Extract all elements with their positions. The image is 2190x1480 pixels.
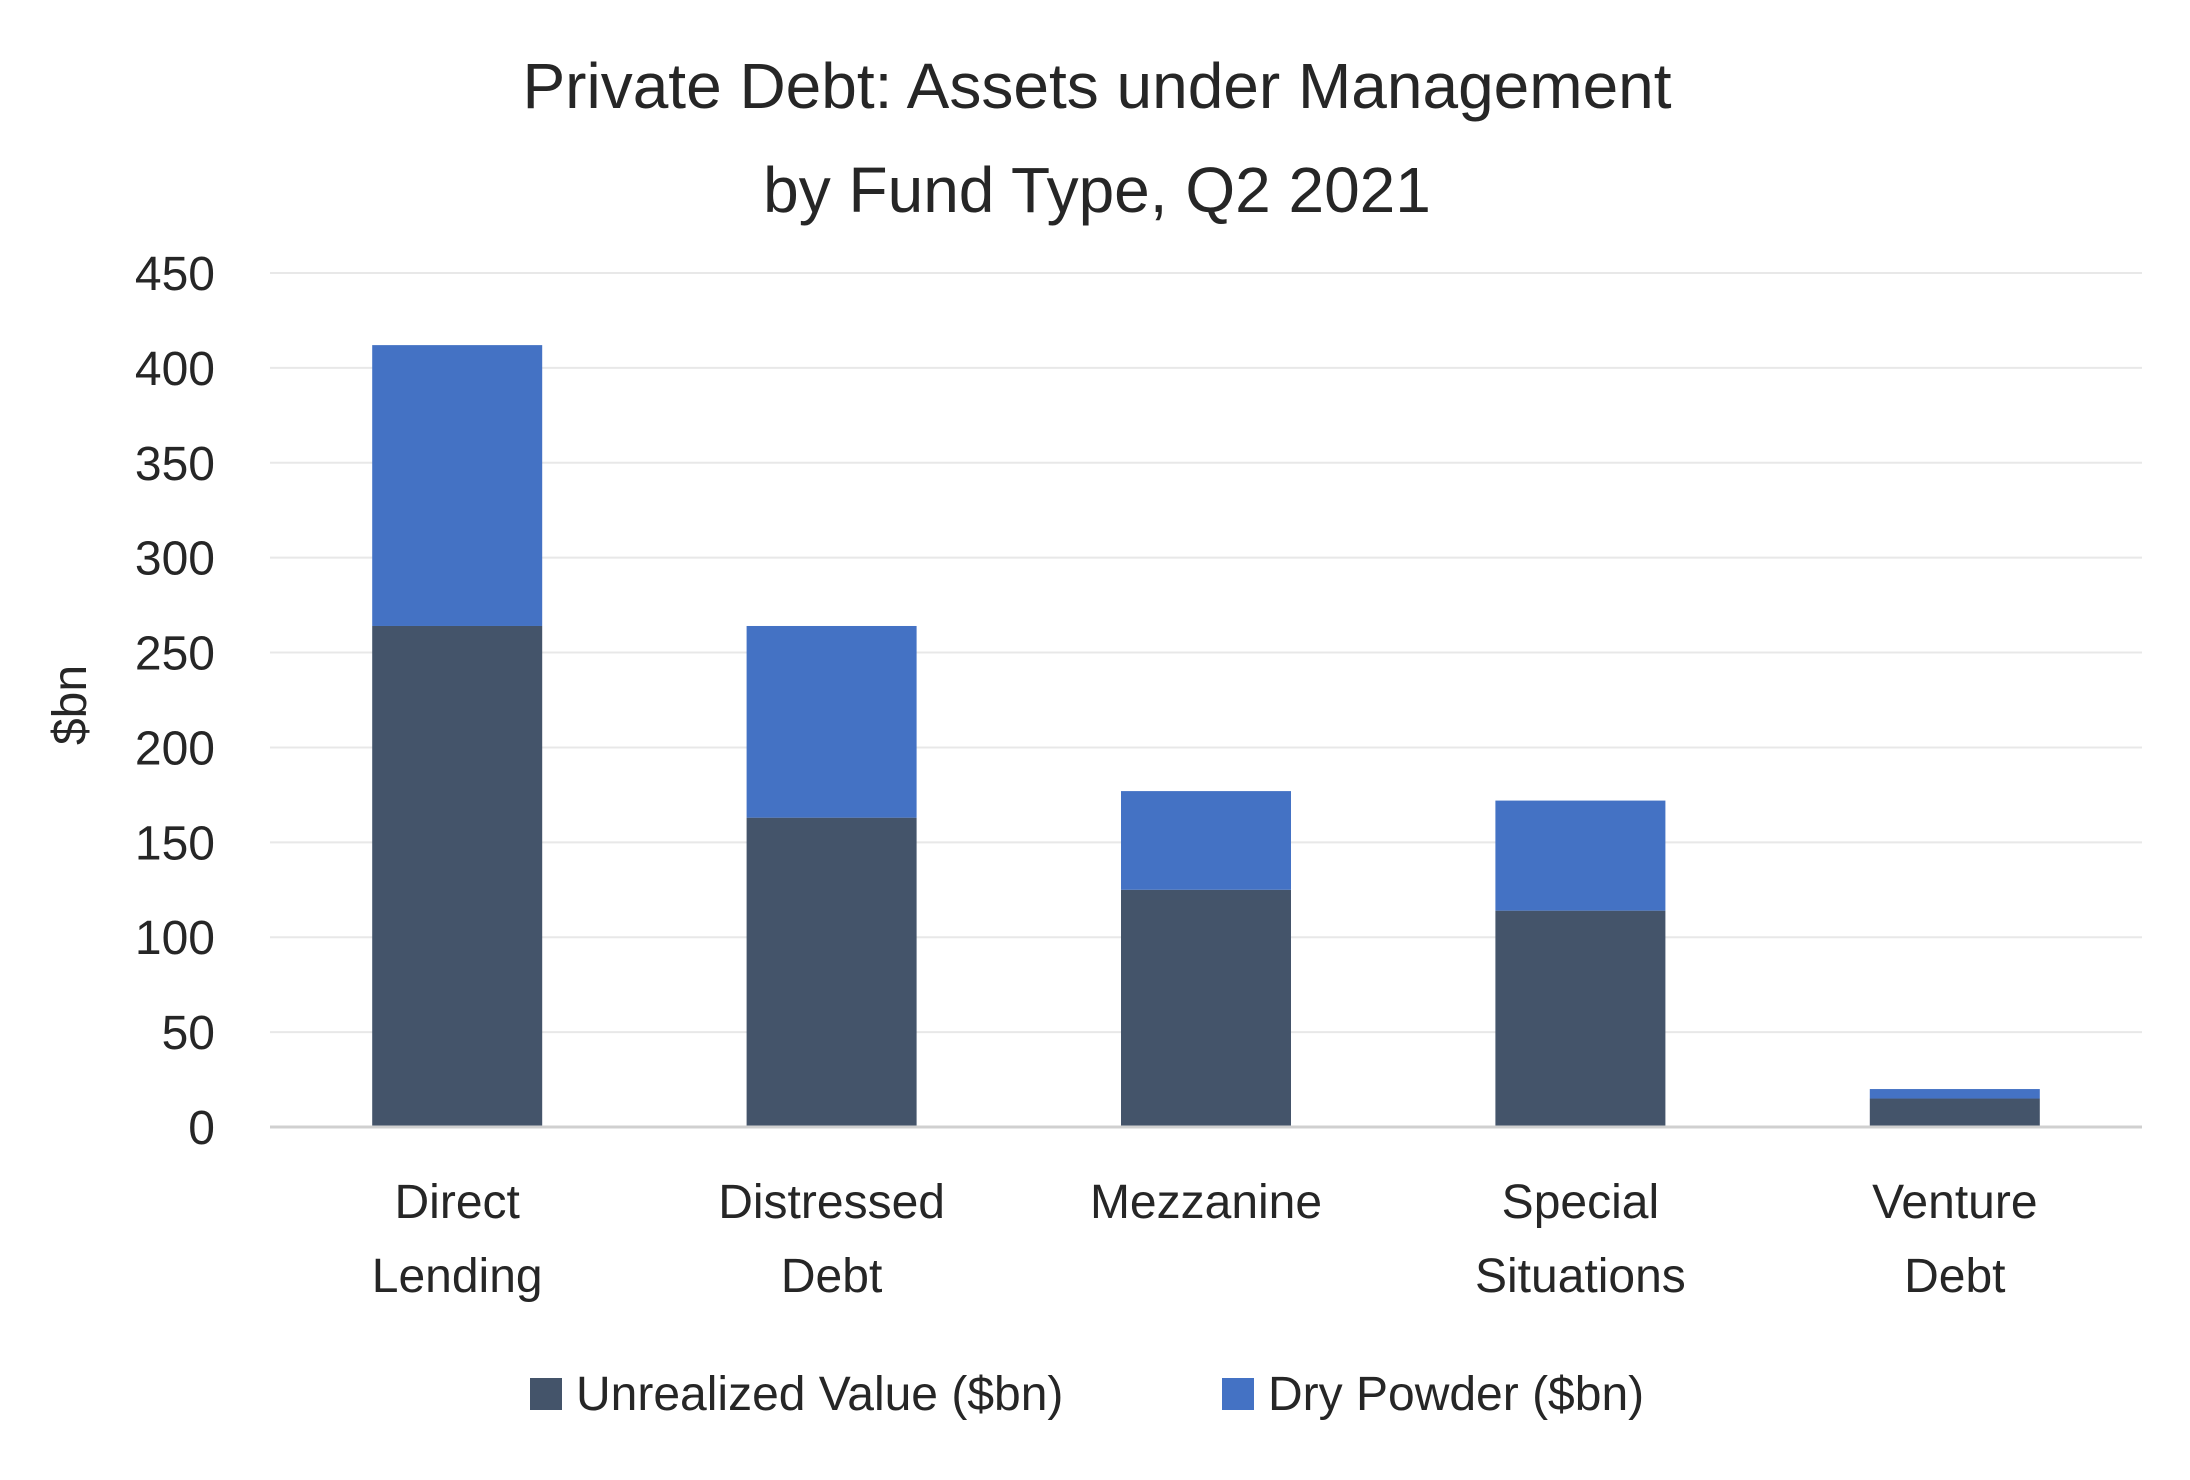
bar-unrealized-3	[1495, 910, 1666, 1127]
x-axis-ticks: Direct Lending Distressed Debt Mezzanine Spec…	[372, 1176, 2038, 1303]
legend-swatch-dry-powder	[1222, 1378, 1254, 1410]
bar-unrealized-1	[746, 817, 917, 1127]
x-tick-label-0-line-0: Direct	[395, 1176, 520, 1229]
y-tick-label-350: 350	[135, 438, 215, 491]
x-tick-label-4-line-0: Venture	[1872, 1176, 2037, 1229]
x-tick-label-0-line-1: Lending	[372, 1250, 543, 1303]
legend-swatch-unrealized	[530, 1378, 562, 1410]
y-tick-label-400: 400	[135, 343, 215, 396]
bar-dry-powder-4	[1869, 1089, 2040, 1099]
chart-title-line-2: by Fund Type, Q2 2021	[763, 154, 1431, 226]
x-tick-label-1-line-1: Debt	[781, 1250, 882, 1303]
y-tick-label-300: 300	[135, 533, 215, 586]
y-tick-label-100: 100	[135, 912, 215, 965]
legend-label-dry-powder: Dry Powder ($bn)	[1268, 1368, 1644, 1421]
bar-dry-powder-3	[1495, 800, 1666, 911]
y-tick-label-200: 200	[135, 722, 215, 775]
x-tick-label-1-line-0: Distressed	[718, 1176, 945, 1229]
gridlines	[270, 272, 2142, 1034]
x-tick-label-3-line-0: Special	[1502, 1176, 1659, 1229]
bar-unrealized-2	[1121, 889, 1291, 1127]
bar-unrealized-4	[1869, 1098, 2040, 1127]
legend-label-unrealized: Unrealized Value ($bn)	[576, 1368, 1063, 1421]
bars	[372, 345, 2040, 1127]
x-tick-label-3-line-1: Situations	[1475, 1250, 1686, 1303]
y-tick-label-0: 0	[188, 1102, 215, 1155]
bar-unrealized-0	[372, 625, 543, 1127]
y-tick-label-50: 50	[162, 1007, 215, 1060]
bar-dry-powder-1	[746, 625, 917, 818]
y-tick-label-250: 250	[135, 628, 215, 681]
y-tick-label-450: 450	[135, 248, 215, 301]
bar-dry-powder-0	[372, 345, 543, 626]
x-tick-label-4-line-1: Debt	[1904, 1250, 2005, 1303]
x-tick-label-2-line-0: Mezzanine	[1090, 1176, 1322, 1229]
y-axis-ticks: 0 50 100 150 200 250 300 350 400 450	[135, 248, 215, 1155]
legend: Unrealized Value ($bn) Dry Powder ($bn)	[530, 1368, 1644, 1421]
y-tick-label-150: 150	[135, 817, 215, 870]
bar-dry-powder-2	[1121, 791, 1291, 890]
chart-title: Private Debt: Assets under Management by…	[522, 50, 1671, 226]
y-axis-label: $bn	[44, 665, 97, 745]
chart-title-line-1: Private Debt: Assets under Management	[522, 50, 1671, 122]
